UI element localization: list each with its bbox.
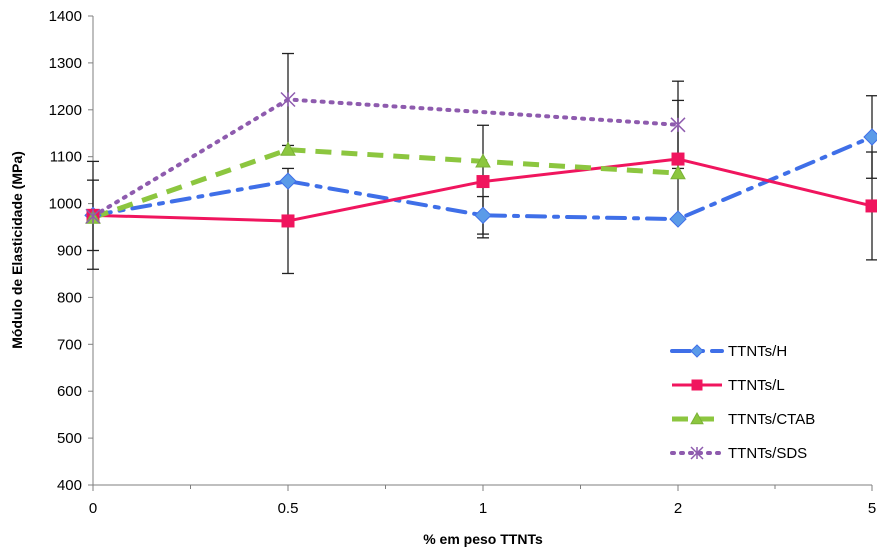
legend-label: TTNTs/CTAB xyxy=(728,411,815,428)
legend-item-ttnts-ctab: TTNTs/CTAB xyxy=(672,411,815,428)
legend-swatch-marker xyxy=(690,411,704,425)
legend-swatch-marker xyxy=(691,379,703,391)
axes: 400 500 600 700 800 900 1000 1100 1200 1300 1400 0 0… xyxy=(49,8,877,517)
data-point-ttnts-l xyxy=(671,152,685,166)
x-tick-label: 5 xyxy=(868,500,876,517)
x-tick-label: 0.5 xyxy=(278,500,299,517)
x-axis-title: % em peso TTNTs xyxy=(423,531,543,547)
data-point-ttnts-h xyxy=(863,128,877,146)
data-point-ttnts-sds xyxy=(280,91,296,108)
data-point-ttnts-h xyxy=(669,210,687,228)
data-point-ttnts-ctab xyxy=(280,141,296,156)
y-tick-label: 1100 xyxy=(50,149,82,166)
legend: TTNTs/H TTNTs/L TTNTs/CTAB TTNTs/SDS xyxy=(670,343,815,462)
y-tick-label: 800 xyxy=(57,289,82,306)
series-markers xyxy=(84,91,877,228)
data-point-ttnts-ctab xyxy=(475,153,491,168)
data-point-ttnts-l xyxy=(865,199,877,213)
data-point-ttnts-h xyxy=(279,172,297,190)
data-point-ttnts-ctab xyxy=(670,165,686,180)
y-tick-label: 1300 xyxy=(49,55,82,72)
series-line-ttnts-ctab xyxy=(92,147,679,221)
legend-item-ttnts-sds: TTNTs/SDS xyxy=(670,445,807,462)
legend-swatch-marker xyxy=(690,446,704,460)
y-tick-label: 500 xyxy=(57,430,82,447)
legend-label: TTNTs/L xyxy=(728,377,785,394)
y-axis-title: Módulo de Elasticidade (MPa) xyxy=(9,151,25,349)
data-point-ttnts-sds xyxy=(85,208,101,224)
legend-item-ttnts-l: TTNTs/L xyxy=(672,377,785,394)
y-tick-label: 700 xyxy=(57,336,82,353)
data-point-ttnts-sds xyxy=(670,117,686,133)
series-line-ttnts-h xyxy=(91,135,874,222)
y-tick-label: 1400 xyxy=(49,8,82,25)
legend-item-ttnts-h: TTNTs/H xyxy=(670,343,787,360)
legend-label: TTNTs/H xyxy=(728,343,787,360)
y-tick-label: 400 xyxy=(57,477,82,494)
data-point-ttnts-h xyxy=(474,206,492,225)
x-tick-label: 1 xyxy=(479,500,487,517)
x-tick-label: 0 xyxy=(89,500,97,517)
y-tick-label: 1200 xyxy=(49,102,82,119)
data-point-ttnts-l xyxy=(281,214,295,228)
legend-label: TTNTs/SDS xyxy=(728,445,807,462)
y-tick-label: 600 xyxy=(57,383,82,400)
legend-swatch-marker xyxy=(690,344,704,358)
y-tick-label: 900 xyxy=(57,243,82,260)
data-point-ttnts-l xyxy=(476,175,490,189)
y-tick-label: 1000 xyxy=(49,196,82,213)
x-tick-label: 2 xyxy=(674,500,682,517)
